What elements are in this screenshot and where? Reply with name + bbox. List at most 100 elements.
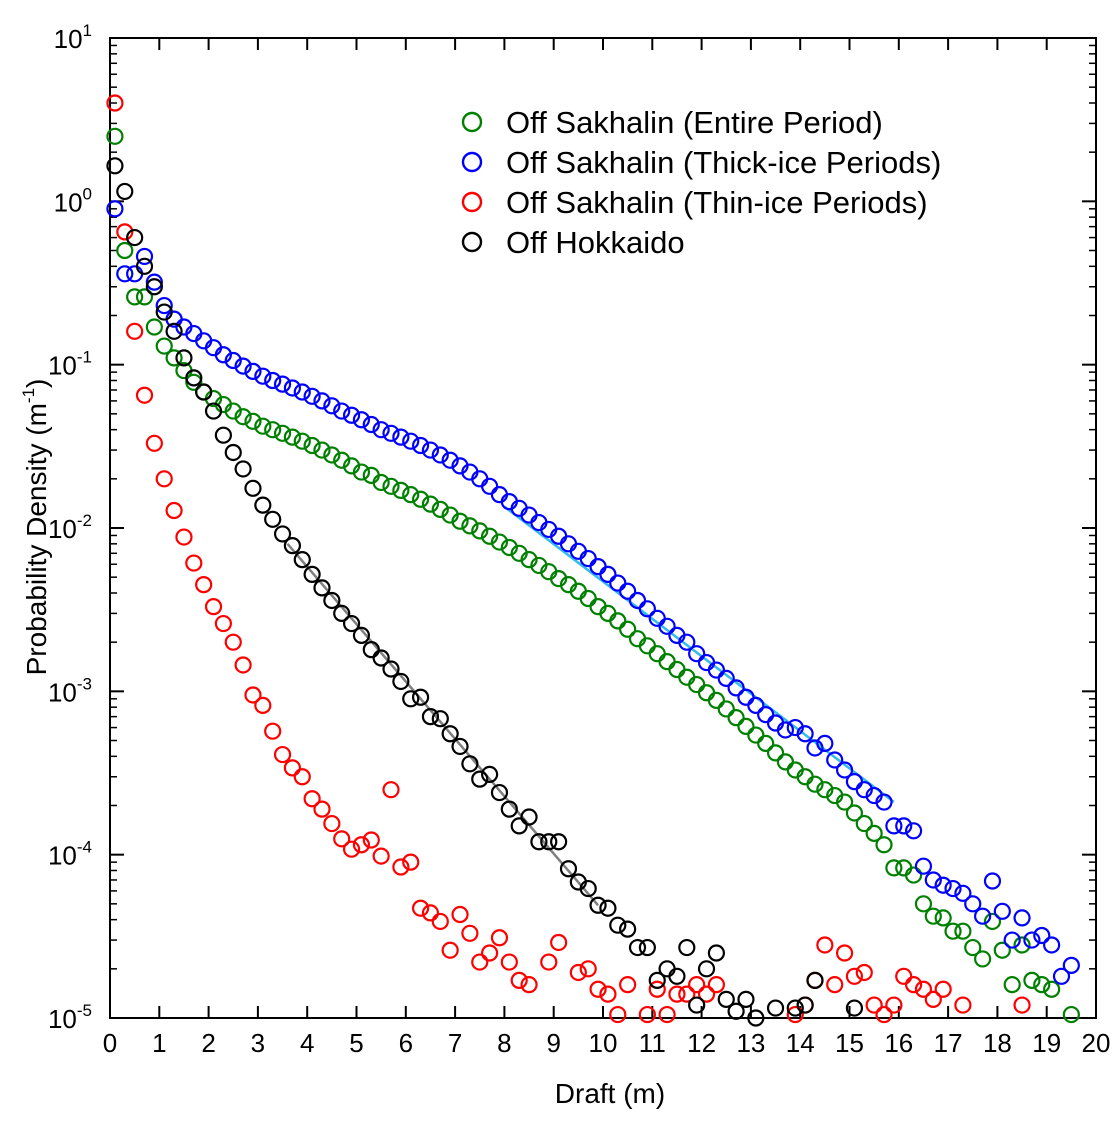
point-series-1 [254, 417, 272, 435]
point-series-3 [904, 976, 923, 994]
point-series-2 [352, 411, 371, 429]
point-series-2 [313, 392, 331, 410]
x-tick-label: 5 [349, 1028, 363, 1058]
x-tick-label: 15 [835, 1028, 864, 1058]
point-series-1 [914, 895, 933, 913]
point-series-4 [135, 257, 154, 275]
point-series-3 [510, 971, 528, 989]
point-series-3 [254, 696, 272, 715]
point-series-1 [648, 645, 666, 663]
point-series-1 [155, 337, 173, 355]
point-series-3 [490, 929, 509, 947]
point-series-1 [135, 288, 154, 306]
point-series-2 [283, 379, 302, 397]
point-series-3 [175, 528, 193, 546]
point-series-3 [481, 944, 499, 962]
point-series-3 [697, 985, 716, 1003]
point-series-1 [717, 700, 735, 718]
point-series-4 [421, 708, 440, 726]
data-points [106, 94, 1080, 1027]
point-series-3 [648, 980, 666, 998]
point-series-2 [264, 371, 282, 390]
point-series-3 [116, 223, 134, 241]
point-series-2 [983, 872, 1002, 890]
x-tick-label: 4 [300, 1028, 314, 1058]
point-series-2 [293, 383, 311, 401]
point-series-1 [806, 775, 824, 793]
point-series-2 [619, 582, 637, 600]
legend-marker [461, 151, 483, 173]
point-series-2 [481, 477, 499, 495]
x-tick-label: 6 [399, 1028, 413, 1058]
point-series-4 [766, 999, 785, 1017]
point-series-3 [195, 576, 213, 594]
point-series-4 [273, 525, 292, 543]
point-series-1 [500, 538, 518, 557]
point-series-2 [589, 558, 607, 576]
point-series-3 [234, 656, 252, 674]
x-tick-label: 16 [884, 1028, 913, 1058]
point-series-3 [895, 967, 913, 985]
point-series-2 [658, 617, 676, 635]
point-series-3 [392, 858, 410, 876]
legend-marker [461, 191, 483, 213]
fit-line [286, 543, 600, 907]
x-tick-label: 2 [201, 1028, 215, 1058]
point-series-4 [609, 916, 627, 934]
y-axis-label-text: Probability Density (m [21, 403, 52, 675]
point-series-3 [145, 434, 163, 452]
point-series-2 [145, 273, 163, 291]
y-tick-label: 10-3 [48, 674, 92, 707]
point-series-2 [904, 822, 923, 840]
point-series-1 [451, 512, 469, 530]
point-series-3 [471, 953, 489, 971]
point-series-3 [786, 1005, 804, 1024]
point-series-1 [993, 941, 1011, 959]
point-series-4 [234, 460, 252, 478]
point-series-1 [145, 318, 163, 336]
point-series-3 [165, 501, 183, 520]
legend-marker [461, 111, 483, 133]
x-tick-label: 19 [1032, 1028, 1061, 1058]
point-series-4 [550, 833, 568, 851]
y-tick-label: 101 [54, 21, 92, 54]
point-series-4 [481, 765, 499, 784]
axes: 0 1 2 3 4 5 6 7 8 9 10 11 12 13 14 15 16 17 18 19 2010-510-4… [48, 21, 1111, 1058]
point-series-2 [342, 406, 361, 424]
point-series-2 [411, 436, 430, 455]
point-series-1 [352, 463, 371, 481]
point-series-2 [224, 351, 242, 370]
point-series-1 [165, 349, 183, 367]
point-series-1 [964, 938, 982, 957]
y-axis-label: Probability Density (m-1) [19, 379, 52, 676]
point-series-3 [835, 944, 854, 962]
point-series-2 [116, 265, 134, 283]
point-series-3 [362, 831, 380, 849]
point-series-3 [342, 840, 361, 858]
point-series-2 [993, 902, 1011, 920]
y-tick-label: 10-4 [48, 838, 92, 871]
point-series-1 [707, 691, 725, 710]
point-series-1 [983, 912, 1002, 931]
x-tick-label: 20 [1082, 1028, 1111, 1058]
point-series-1 [273, 424, 292, 442]
point-series-4 [204, 402, 223, 420]
point-series-1 [974, 950, 992, 968]
point-series-4 [352, 626, 371, 645]
point-series-4 [678, 938, 696, 957]
y-tick-label: 10-2 [48, 511, 92, 544]
y-tick-label: 10-5 [48, 1001, 92, 1034]
point-series-4 [372, 649, 390, 667]
point-series-2 [273, 375, 292, 393]
point-series-2 [421, 441, 440, 459]
legend: Off Sakhalin (Entire Period) Off Sakhalin… [461, 105, 941, 260]
point-series-2 [323, 397, 341, 415]
point-series-3 [185, 554, 203, 572]
point-series-1 [106, 127, 124, 145]
point-series-3 [924, 990, 942, 1008]
point-series-2 [964, 895, 982, 913]
point-series-1 [885, 859, 903, 877]
point-series-3 [707, 976, 725, 994]
point-series-4 [579, 879, 597, 898]
point-series-4 [362, 641, 380, 659]
